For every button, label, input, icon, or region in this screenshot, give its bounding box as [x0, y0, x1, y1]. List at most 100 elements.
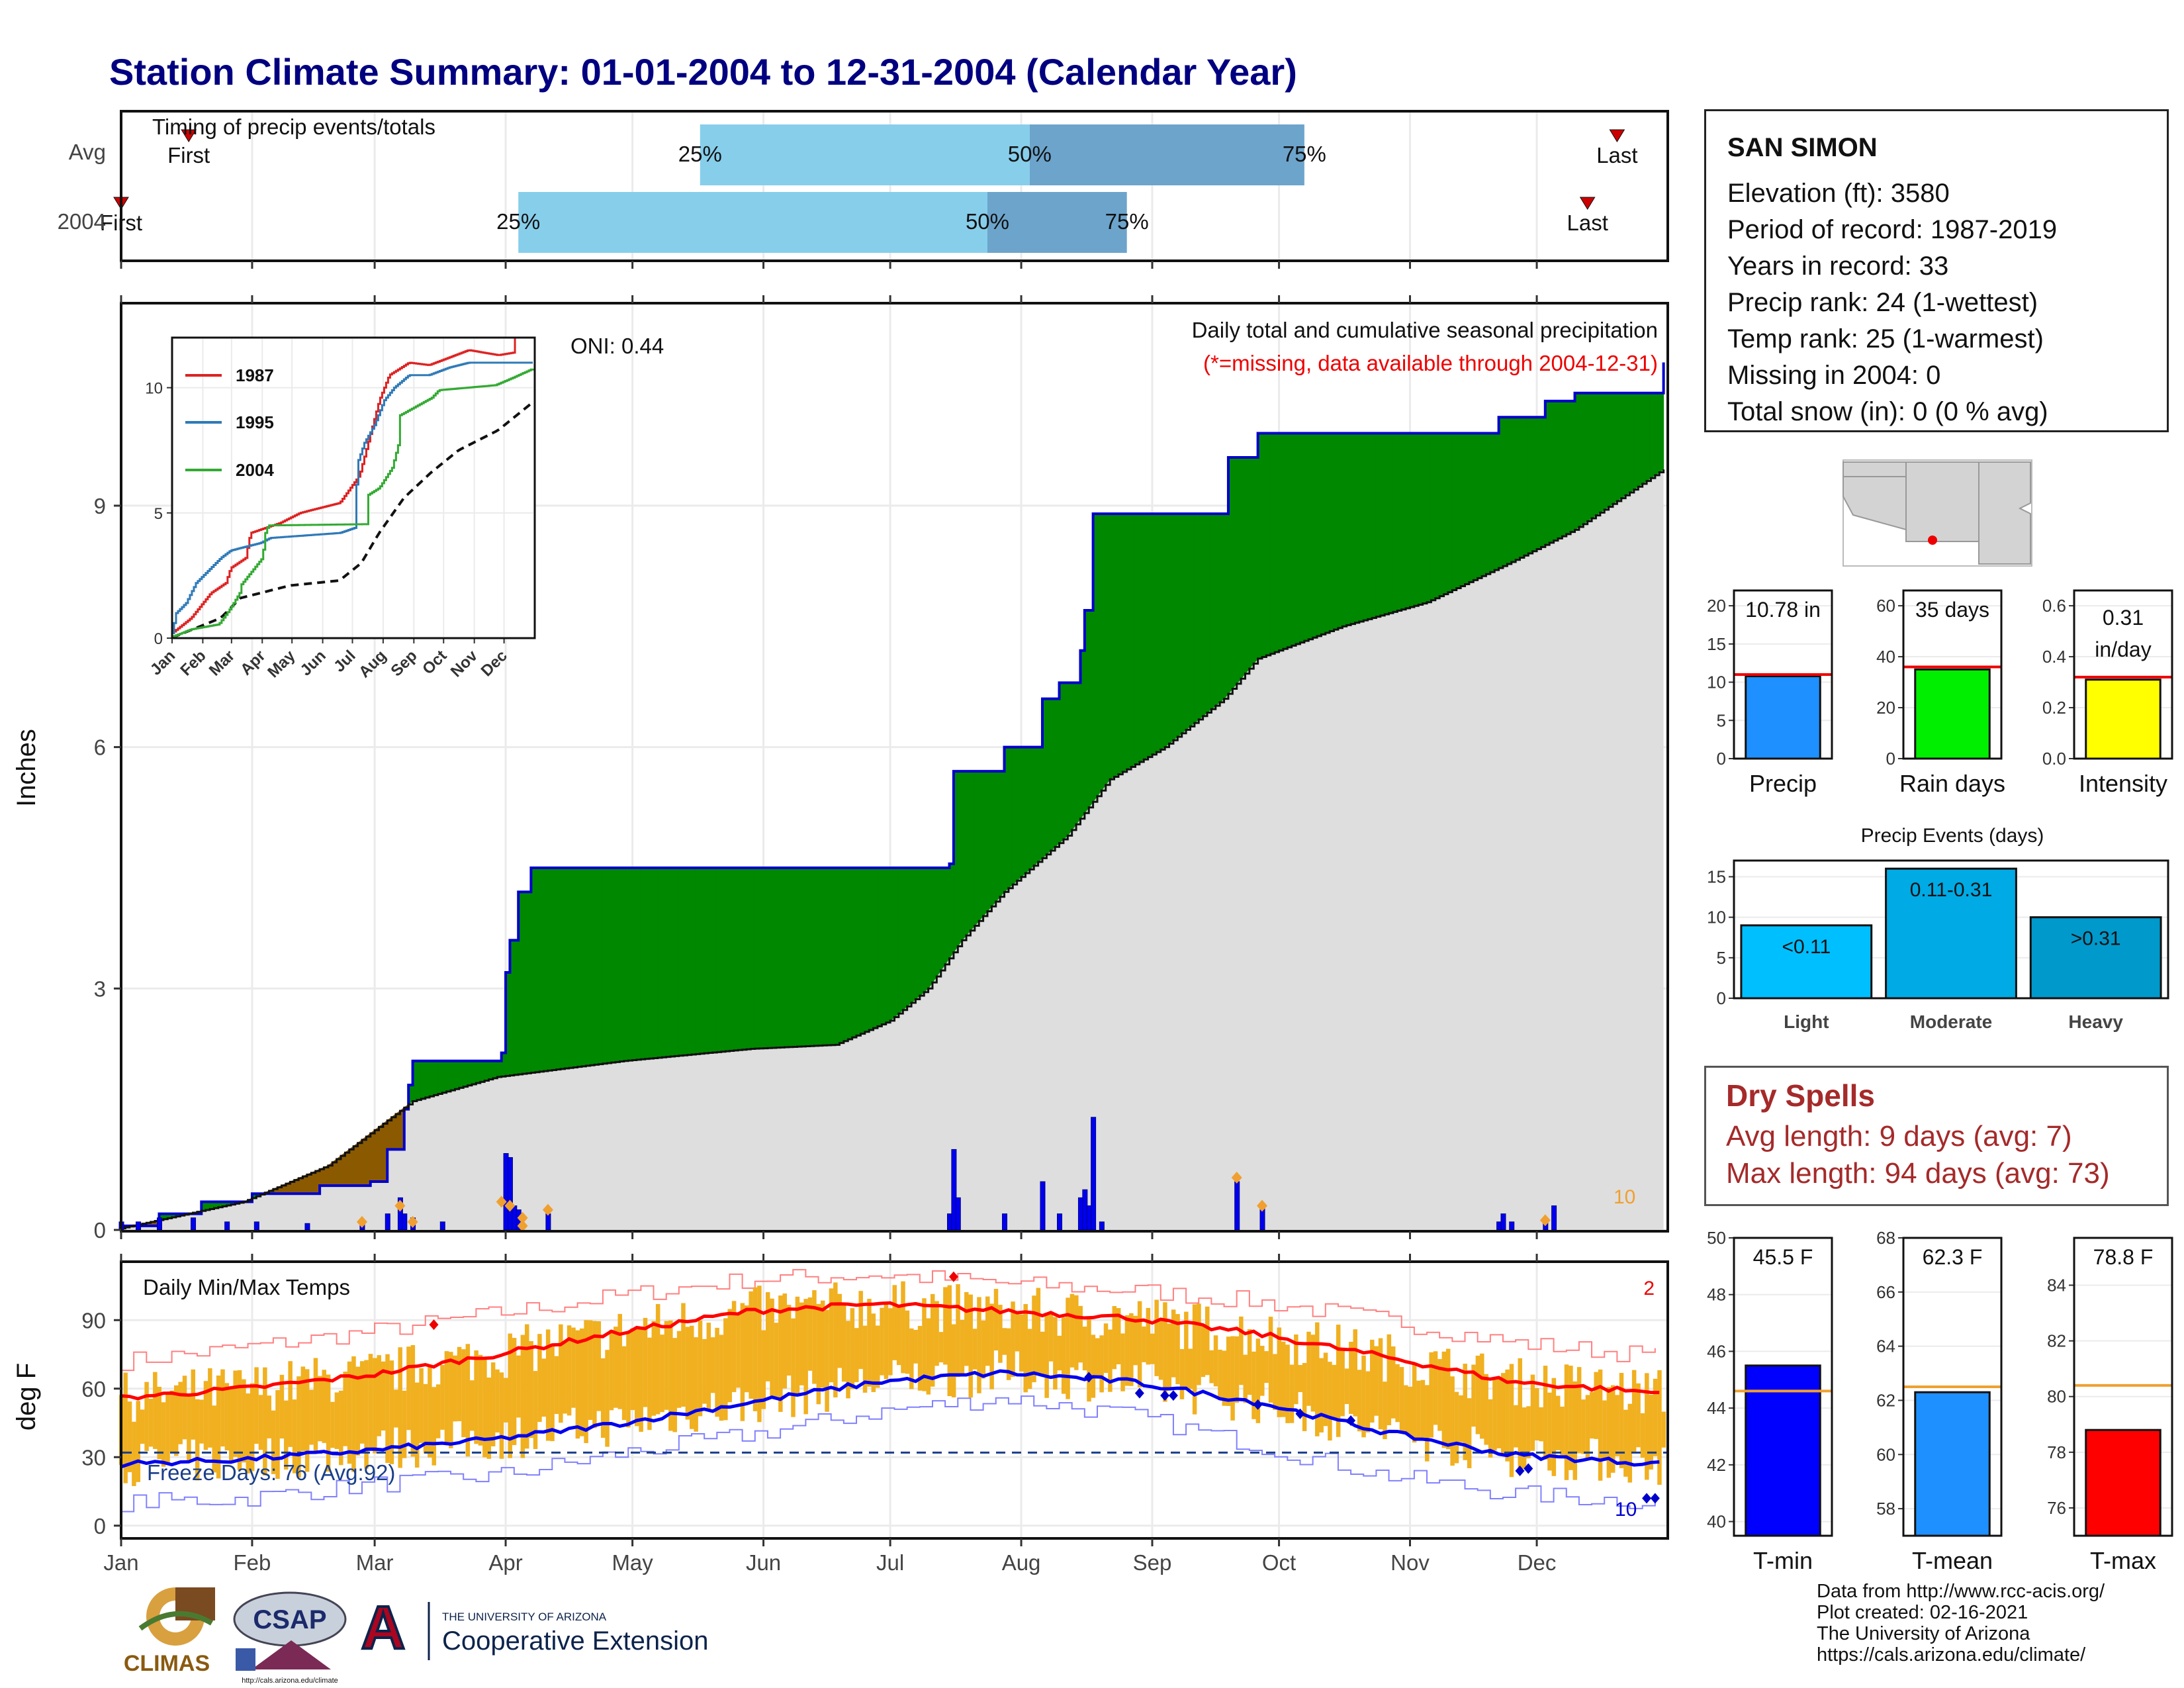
daily-temp-bar — [1509, 1364, 1514, 1477]
precip-marker — [517, 1219, 528, 1232]
timing-row-label-2004: 2004 — [58, 209, 106, 234]
events-bar-heavy — [2029, 916, 2162, 1000]
temp-t-mean-y-tick-label: 68 — [1876, 1228, 1895, 1248]
daily-temp-bar — [1488, 1399, 1493, 1458]
precip-departure-fill — [1224, 513, 1229, 700]
record-low-marker — [1168, 1390, 1178, 1401]
daily-temp-bar — [605, 1350, 610, 1447]
daily-temp-bar — [165, 1394, 170, 1463]
record-high-marker — [948, 1271, 958, 1282]
daily-temp-bar — [246, 1393, 251, 1474]
station-snow: Total snow (in): 0 (0 % avg) — [1727, 397, 2048, 426]
precip-departure-fill — [919, 867, 925, 997]
precip-departure-fill — [1359, 433, 1364, 622]
precip-departure-fill — [983, 771, 988, 917]
precip-departure-fill — [1392, 433, 1398, 613]
daily-temp-bar — [1564, 1364, 1569, 1480]
precip-departure-fill — [923, 867, 929, 993]
precip-departure-fill — [611, 867, 616, 1063]
precip-departure-fill — [695, 867, 701, 1055]
daily-temp-bar — [1027, 1329, 1032, 1389]
daily-temp-bar — [643, 1317, 648, 1407]
precip-y-tick-label: 9 — [94, 494, 106, 518]
precip-departure-fill — [1312, 433, 1318, 639]
precip-departure-fill — [1633, 393, 1639, 491]
daily-temp-bar — [1649, 1394, 1653, 1470]
daily-temp-bar — [435, 1384, 441, 1438]
precip-departure-fill — [1405, 433, 1410, 609]
precip-departure-fill — [932, 867, 937, 984]
daily-temp-bar — [1645, 1373, 1649, 1480]
record-low-marker — [1650, 1493, 1660, 1504]
precip-departure-fill — [1169, 513, 1174, 745]
temp-t-min-axis-label: T-min — [1753, 1547, 1813, 1574]
daily-temp-bar — [698, 1320, 703, 1417]
temp-t-min-y-tick-label: 44 — [1707, 1398, 1726, 1418]
daily-temp-bar — [1260, 1346, 1265, 1396]
precip-departure-fill — [602, 867, 608, 1064]
daily-temp-bar — [271, 1410, 276, 1474]
timing-row-label-avg: Avg — [69, 140, 106, 164]
precip-departure-fill — [1139, 513, 1144, 763]
precip-departure-fill — [962, 771, 967, 941]
precip-departure-fill — [619, 867, 625, 1062]
precip-departure-fill — [1443, 433, 1449, 595]
daily-temp-bar — [339, 1390, 343, 1466]
precip-departure-fill — [949, 863, 954, 960]
precip-departure-fill — [1396, 433, 1402, 612]
precip-departure-fill — [1578, 393, 1584, 528]
precip-departure-fill — [1410, 433, 1415, 608]
precip-departure-fill — [365, 1133, 371, 1186]
daily-temp-bar — [896, 1307, 901, 1366]
precip-departure-fill — [1545, 400, 1550, 545]
events-bar-light — [1740, 924, 1873, 1000]
precip-departure-fill — [1527, 416, 1533, 554]
precip-departure-fill — [1198, 513, 1204, 720]
precip-departure-fill — [585, 867, 591, 1066]
dry-spells-box: Dry Spells Avg length: 9 days (avg: 7) M… — [1704, 1066, 2169, 1206]
daily-temp-bar — [394, 1389, 398, 1428]
daily-precip-bar — [1500, 1213, 1506, 1231]
daily-temp-bar — [960, 1319, 965, 1375]
precip-departure-fill — [1265, 433, 1271, 656]
ua-block-a: A — [361, 1594, 405, 1662]
freeze-days-label: Freeze Days: 76 (Avg:92) — [147, 1460, 395, 1485]
precip-departure-fill — [1071, 682, 1077, 831]
temp-t-min-value-label: 45.5 F — [1753, 1245, 1813, 1269]
precip-departure-fill — [1481, 433, 1486, 577]
precip-departure-fill — [1600, 393, 1605, 514]
timing-label-first: First — [167, 143, 210, 167]
precip-departure-fill — [1629, 393, 1635, 493]
csap-logo-text: CSAP — [253, 1605, 326, 1634]
precip-marker — [394, 1199, 406, 1212]
precip-departure-fill — [792, 867, 798, 1047]
precip-departure-fill — [860, 867, 866, 1035]
summary-intensity-value-unit: in/day — [2095, 637, 2151, 661]
precip-departure-fill — [1506, 416, 1512, 565]
precip-departure-fill — [763, 867, 768, 1049]
precip-departure-fill — [463, 1060, 469, 1088]
precip-departure-fill — [716, 867, 722, 1053]
daily-temp-bar — [1222, 1350, 1227, 1406]
daily-temp-bar — [1298, 1365, 1302, 1393]
precip-departure-fill — [767, 867, 772, 1049]
daily-temp-bar — [304, 1369, 310, 1472]
daily-temp-bar — [1171, 1309, 1176, 1378]
precip-departure-fill — [1380, 433, 1385, 616]
daily-temp-bar — [1344, 1368, 1349, 1405]
daily-temp-bar — [694, 1337, 698, 1432]
inset-x-tick-label: Apr — [237, 647, 269, 679]
inset-legend-1987: 1987 — [236, 365, 274, 385]
precip-departure-fill — [627, 867, 633, 1061]
timing-bar-late — [987, 192, 1127, 253]
daily-temp-bar — [254, 1367, 259, 1444]
daily-temp-bar — [1150, 1333, 1155, 1364]
daily-temp-bar — [1179, 1348, 1185, 1399]
precip-departure-fill — [1134, 513, 1140, 765]
daily-temp-bar — [1543, 1366, 1548, 1460]
station-temp-rank: Temp rank: 25 (1-warmest) — [1727, 324, 2044, 353]
summary-precip-y-tick-label: 0 — [1717, 749, 1726, 769]
daily-temp-bar — [453, 1355, 457, 1422]
daily-temp-bar — [630, 1328, 635, 1411]
